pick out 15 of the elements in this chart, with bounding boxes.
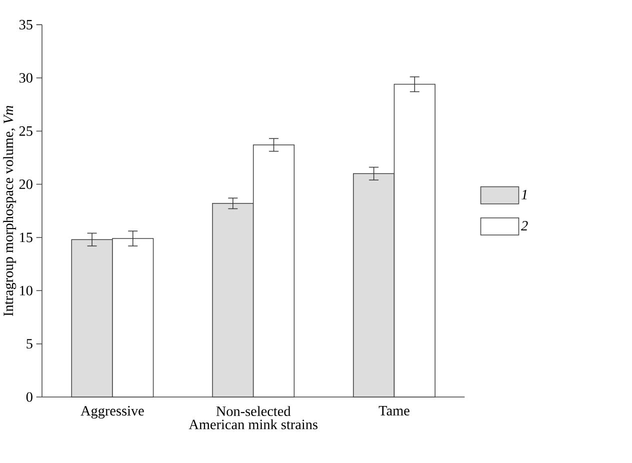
y-tick-label: 20 — [19, 180, 32, 190]
y-tick-label: 25 — [19, 126, 32, 136]
x-tick-label: Non-selected — [216, 406, 291, 416]
y-tick-label: 35 — [19, 20, 32, 30]
legend-label: 1 — [522, 190, 527, 200]
y-tick-label: 15 — [20, 232, 32, 242]
y-tick-label: 30 — [19, 73, 32, 83]
y-tick-label: 0 — [26, 392, 32, 402]
x-axis-title: American mink strains — [188, 420, 318, 430]
x-tick-label: Aggressive — [80, 406, 144, 419]
x-tick-label: Tame — [378, 406, 410, 416]
legend-label: 2 — [521, 221, 528, 231]
y-axis-title: Intragroup morphospace volume, Vm — [3, 106, 16, 316]
y-tick-label: 5 — [26, 339, 32, 349]
y-tick-label: 10 — [20, 286, 32, 296]
